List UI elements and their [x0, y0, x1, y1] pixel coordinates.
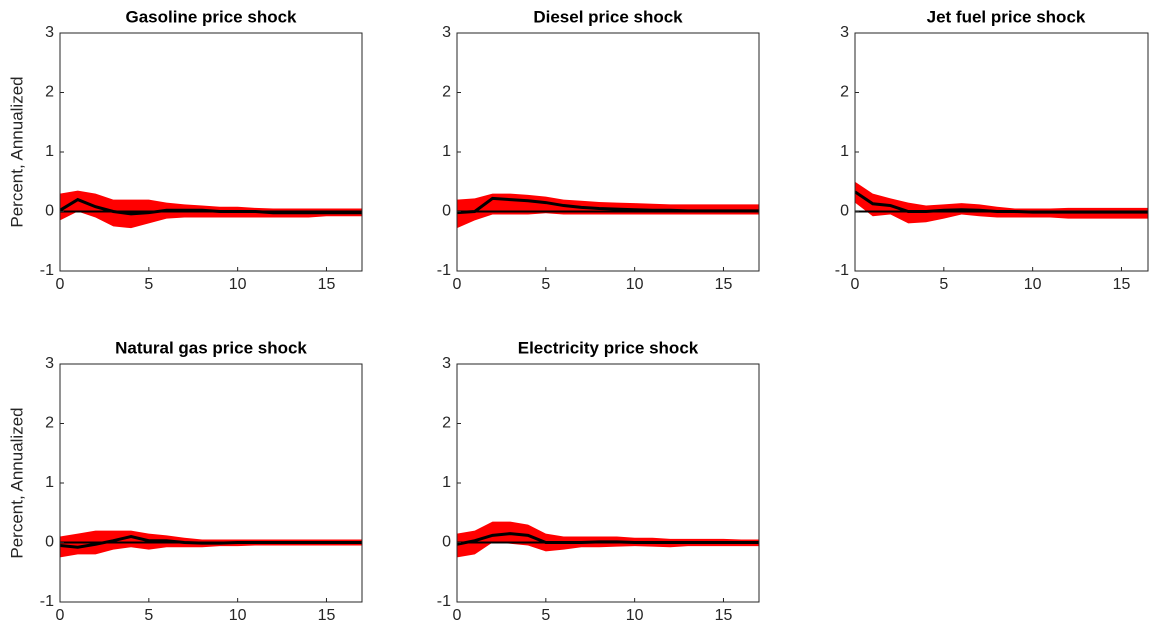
y-tick-label: -1 [437, 593, 451, 610]
axes-box [456, 363, 760, 603]
x-tick-label: 0 [851, 276, 860, 293]
y-tick-label: -1 [437, 262, 451, 279]
subplot-title: Jet fuel price shock [927, 7, 1086, 26]
plot-area [60, 530, 362, 558]
y-tick-label: 1 [840, 143, 849, 160]
y-tick-label: 3 [840, 24, 849, 41]
y-axis-label: Percent, Annualized [7, 407, 26, 558]
y-tick-label: -1 [40, 262, 54, 279]
y-tick-label: 0 [840, 203, 849, 220]
axes-box [456, 32, 760, 272]
response-line [457, 532, 759, 546]
confidence-band [855, 181, 1148, 224]
x-tick-label: 0 [56, 607, 65, 624]
plot-area [457, 521, 759, 558]
y-tick-label: 3 [442, 24, 451, 41]
y-tick-label: 3 [45, 355, 54, 372]
y-tick-label: -1 [40, 593, 54, 610]
response-line [60, 535, 362, 549]
x-tick-label: 10 [1024, 276, 1042, 293]
x-tick-label: 10 [626, 607, 644, 624]
y-tick-label: 2 [45, 415, 54, 432]
subplot-title: Electricity price shock [518, 338, 699, 357]
y-tick-label: 3 [442, 355, 451, 372]
x-tick-label: 15 [715, 276, 733, 293]
x-tick-label: 5 [144, 276, 153, 293]
y-tick-label: -1 [835, 262, 849, 279]
y-tick-label: 2 [45, 84, 54, 101]
x-tick-label: 5 [939, 276, 948, 293]
y-tick-label: 0 [45, 534, 54, 551]
y-tick-label: 2 [442, 84, 451, 101]
plot-area [457, 193, 759, 229]
plot-area [60, 190, 362, 229]
y-tick-label: 1 [442, 474, 451, 491]
confidence-band [457, 521, 759, 558]
y-tick-label: 0 [442, 534, 451, 551]
x-tick-label: 10 [229, 607, 247, 624]
y-tick-label: 3 [45, 24, 54, 41]
x-tick-label: 5 [541, 276, 550, 293]
x-tick-label: 15 [1113, 276, 1131, 293]
y-tick-label: 2 [442, 415, 451, 432]
subplot-title: Natural gas price shock [115, 338, 307, 357]
x-tick-label: 10 [626, 276, 644, 293]
x-tick-label: 15 [318, 276, 336, 293]
x-tick-label: 0 [56, 276, 65, 293]
subplot-title: Diesel price shock [533, 7, 683, 26]
y-tick-label: 0 [45, 203, 54, 220]
response-line [60, 197, 362, 216]
y-tick-label: 0 [442, 203, 451, 220]
x-tick-label: 10 [229, 276, 247, 293]
x-tick-label: 0 [453, 276, 462, 293]
x-tick-label: 0 [453, 607, 462, 624]
plot-area [855, 181, 1148, 224]
x-tick-label: 15 [318, 607, 336, 624]
y-axis-label: Percent, Annualized [7, 76, 26, 227]
y-tick-label: 1 [45, 474, 54, 491]
response-line [855, 190, 1148, 214]
y-tick-label: 1 [45, 143, 54, 160]
x-tick-label: 5 [144, 607, 153, 624]
x-tick-label: 5 [541, 607, 550, 624]
y-tick-label: 1 [442, 143, 451, 160]
subplot-title: Gasoline price shock [125, 7, 297, 26]
response-line [457, 196, 759, 215]
x-tick-label: 15 [715, 607, 733, 624]
axes-box [59, 363, 363, 603]
axes-box [59, 32, 363, 272]
axes-box [854, 32, 1149, 272]
y-tick-label: 2 [840, 84, 849, 101]
